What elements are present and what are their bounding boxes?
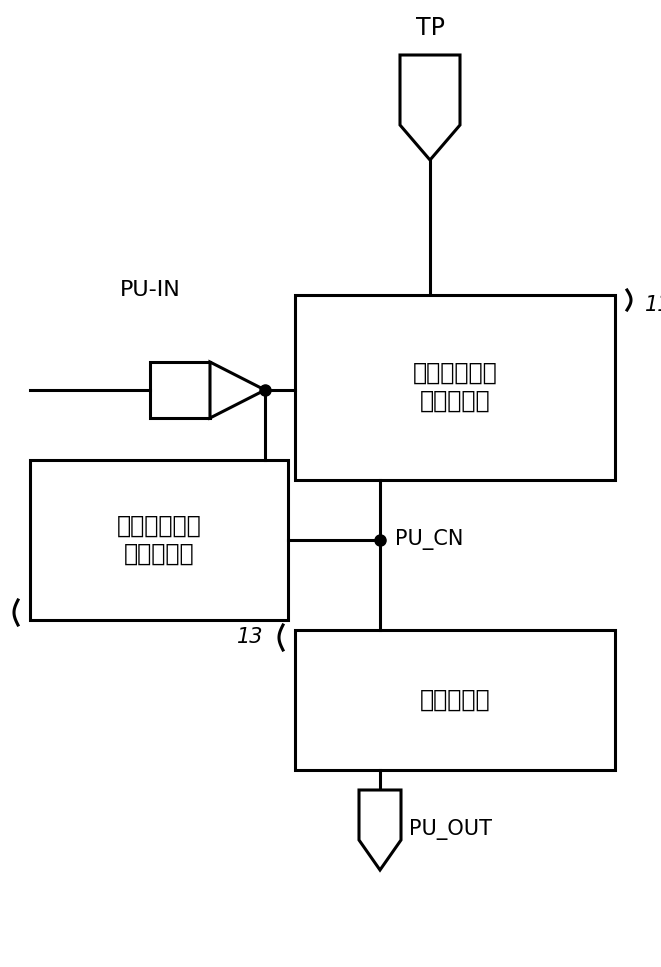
Text: 上拉控制存储
电容子模块: 上拉控制存储 电容子模块	[116, 514, 202, 566]
Text: 13: 13	[237, 627, 263, 647]
Text: 上拉控制节点
控制子模块: 上拉控制节点 控制子模块	[412, 361, 497, 413]
Text: PU-IN: PU-IN	[120, 280, 180, 300]
Polygon shape	[295, 295, 615, 480]
Polygon shape	[295, 630, 615, 770]
Text: PU_OUT: PU_OUT	[409, 819, 492, 840]
Polygon shape	[30, 460, 288, 620]
Polygon shape	[150, 362, 210, 418]
Text: TP: TP	[416, 16, 444, 40]
Polygon shape	[359, 790, 401, 870]
Polygon shape	[210, 362, 265, 418]
Text: PU_CN: PU_CN	[395, 530, 463, 550]
Polygon shape	[400, 55, 460, 160]
Text: 11: 11	[645, 295, 661, 315]
Text: 补偿子模块: 补偿子模块	[420, 688, 490, 712]
